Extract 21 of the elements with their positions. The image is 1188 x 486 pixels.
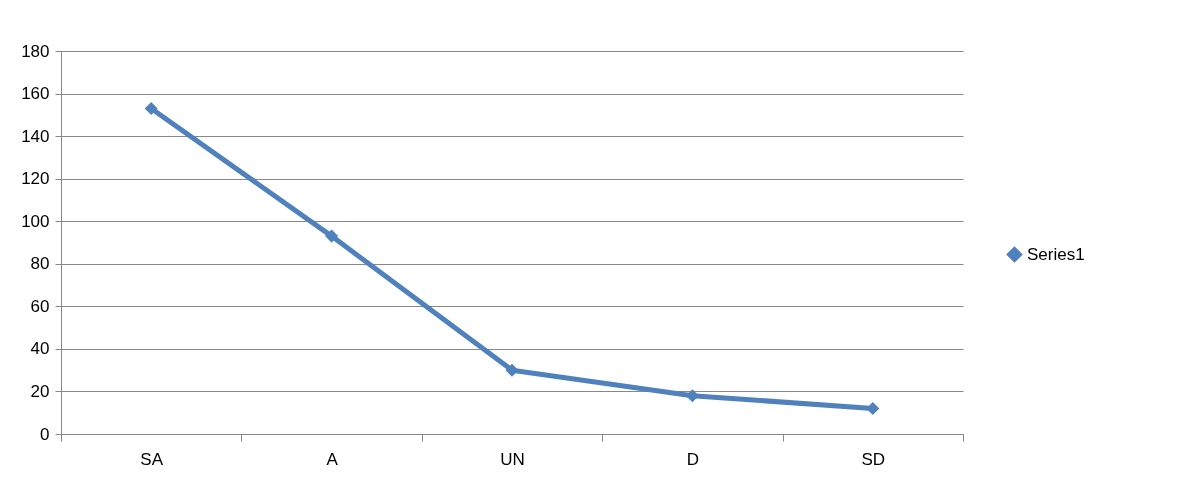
y-tick-label: 100 (21, 211, 50, 231)
y-tick-label: 180 (21, 41, 50, 61)
point (144, 101, 158, 115)
legend-label: Series1 (1027, 244, 1085, 264)
point (685, 389, 699, 403)
x-tick-label: SD (861, 449, 886, 469)
x-tick-label: UN (500, 449, 525, 469)
y-tick-label: 140 (21, 126, 50, 146)
y-tick-label: 160 (21, 84, 50, 104)
y-tick-label: 60 (30, 296, 50, 316)
y-tick-label: 120 (21, 169, 50, 189)
y-tick-label: 40 (30, 339, 50, 359)
y-tick-label: 80 (30, 254, 50, 274)
point (866, 401, 880, 415)
x-tick-label: A (326, 449, 339, 469)
y-tick-label: 20 (30, 381, 50, 401)
x-tick-label: D (686, 449, 700, 469)
y-tick-label: 0 (40, 424, 50, 444)
point (325, 229, 339, 243)
point (505, 363, 519, 377)
x-tick-label: SA (140, 449, 164, 469)
